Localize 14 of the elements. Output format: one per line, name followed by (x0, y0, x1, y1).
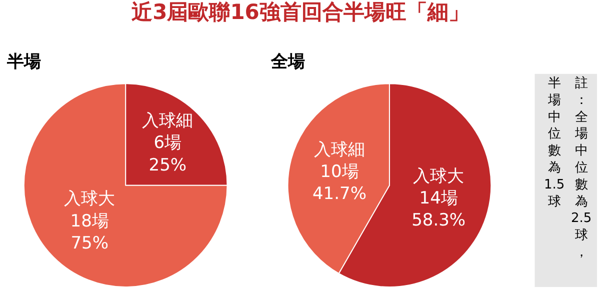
slice-label: 入球大 (64, 189, 116, 210)
text: 近3屆歐聯16強首回合半場旺「細」 (130, 0, 470, 24)
data-label: 6場 25% (148, 133, 187, 176)
text: 註：全場中位數為2.5球， (571, 76, 592, 260)
slice-label: 入球大 (413, 166, 464, 186)
data-label: 10場 41.7% (312, 162, 366, 204)
data-label: 18場 75% (70, 211, 109, 254)
chart-subtitle: 半場 (6, 52, 41, 72)
data-label: 14場 58.3% (412, 188, 466, 231)
chart-subtitle: 全場 (270, 52, 305, 72)
text: 半場中位數為1.5球 (544, 76, 565, 210)
slice-label: 入球細 (142, 111, 194, 132)
slice-label: 入球細 (314, 140, 365, 160)
pie-slice (23, 83, 228, 288)
